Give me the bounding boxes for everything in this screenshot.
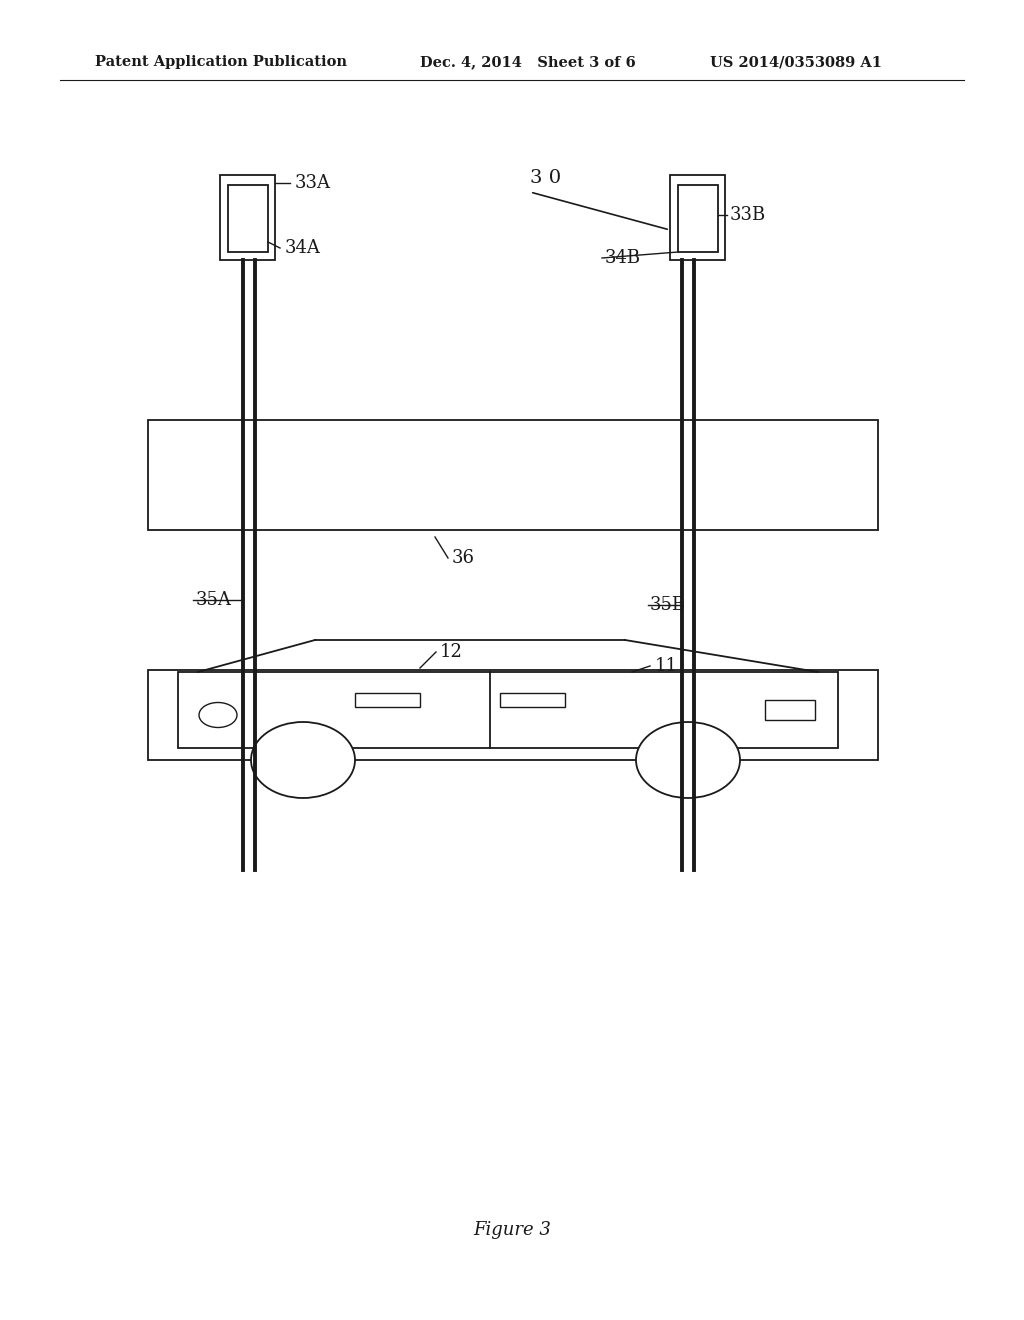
Text: US 2014/0353089 A1: US 2014/0353089 A1 xyxy=(710,55,882,69)
Text: Dec. 4, 2014   Sheet 3 of 6: Dec. 4, 2014 Sheet 3 of 6 xyxy=(420,55,636,69)
Text: Figure 3: Figure 3 xyxy=(473,1221,551,1239)
Bar xyxy=(500,693,565,708)
Ellipse shape xyxy=(636,722,740,799)
Bar xyxy=(148,420,878,531)
Text: 36: 36 xyxy=(452,549,475,568)
Ellipse shape xyxy=(199,702,237,727)
Text: 3 0: 3 0 xyxy=(530,169,561,187)
Text: 35B: 35B xyxy=(650,597,686,614)
Ellipse shape xyxy=(251,722,355,799)
Text: 34B: 34B xyxy=(605,249,641,267)
Bar xyxy=(355,693,420,708)
Bar xyxy=(765,700,815,719)
Text: 35A: 35A xyxy=(196,591,231,609)
Text: 34A: 34A xyxy=(285,239,321,257)
Bar xyxy=(670,176,725,260)
Bar xyxy=(148,671,878,760)
Text: 33B: 33B xyxy=(730,206,766,224)
Bar xyxy=(678,185,718,252)
Bar xyxy=(178,672,838,748)
Bar xyxy=(220,176,275,260)
Text: Patent Application Publication: Patent Application Publication xyxy=(95,55,347,69)
Text: 12: 12 xyxy=(440,643,463,661)
Bar xyxy=(228,185,268,252)
Text: 33A: 33A xyxy=(295,174,331,191)
Text: 11: 11 xyxy=(655,657,678,675)
